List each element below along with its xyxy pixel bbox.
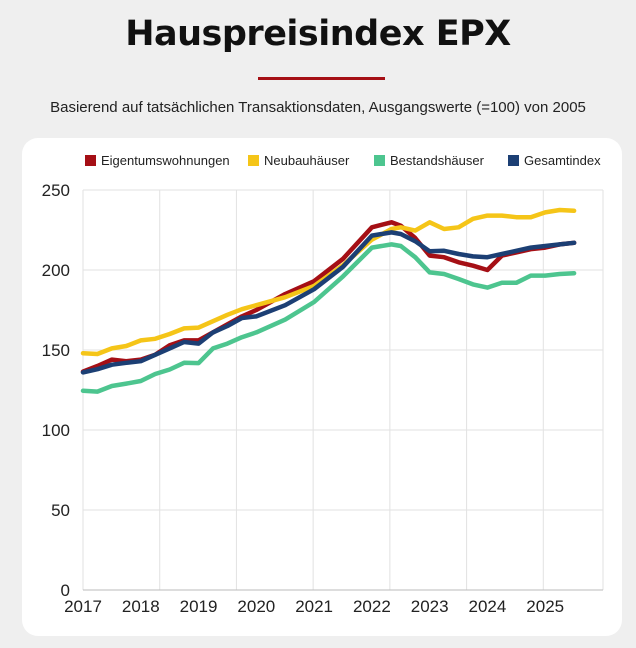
page-title: Hauspreisindex EPX	[125, 14, 511, 54]
x-axis: 2017 2018 2019 2020 2021 2022 2023 2024 2025	[64, 597, 564, 616]
title-underline	[258, 77, 385, 80]
x-tick-label: 2023	[411, 597, 449, 616]
series-line-bestandshäuser	[80, 242, 577, 394]
x-tick-label: 2024	[469, 597, 507, 616]
chart-card	[22, 138, 622, 636]
legend-label: Eigentumswohnungen	[101, 153, 230, 168]
y-tick-label: 200	[42, 261, 70, 280]
series-lines	[80, 207, 577, 394]
legend-swatch	[374, 155, 385, 166]
y-tick-label: 150	[42, 341, 70, 360]
series-line-gesamtindex	[80, 230, 577, 375]
y-tick-label: 0	[61, 581, 70, 600]
x-tick-label: 2019	[180, 597, 218, 616]
x-tick-label: 2022	[353, 597, 391, 616]
x-tick-label: 2020	[237, 597, 275, 616]
x-tick-label: 2018	[122, 597, 160, 616]
legend-label: Neubauhäuser	[264, 153, 350, 168]
page-subtitle: Basierend auf tatsächlichen Transaktions…	[50, 99, 586, 116]
legend-label: Gesamtindex	[524, 153, 601, 168]
x-tick-label: 2017	[64, 597, 102, 616]
legend-label: Bestandshäuser	[390, 153, 485, 168]
y-tick-label: 50	[51, 501, 70, 520]
legend-swatch	[85, 155, 96, 166]
y-axis: 0 50 100 150 200 250	[42, 181, 70, 600]
y-tick-label: 250	[42, 181, 70, 200]
legend-swatch	[508, 155, 519, 166]
x-tick-label: 2025	[526, 597, 564, 616]
x-tick-label: 2021	[295, 597, 333, 616]
series-line-eigentumswohnungen	[80, 220, 577, 374]
legend-swatch	[248, 155, 259, 166]
y-tick-label: 100	[42, 421, 70, 440]
legend: Eigentumswohnungen Neubauhäuser Bestandshä…	[85, 153, 601, 168]
